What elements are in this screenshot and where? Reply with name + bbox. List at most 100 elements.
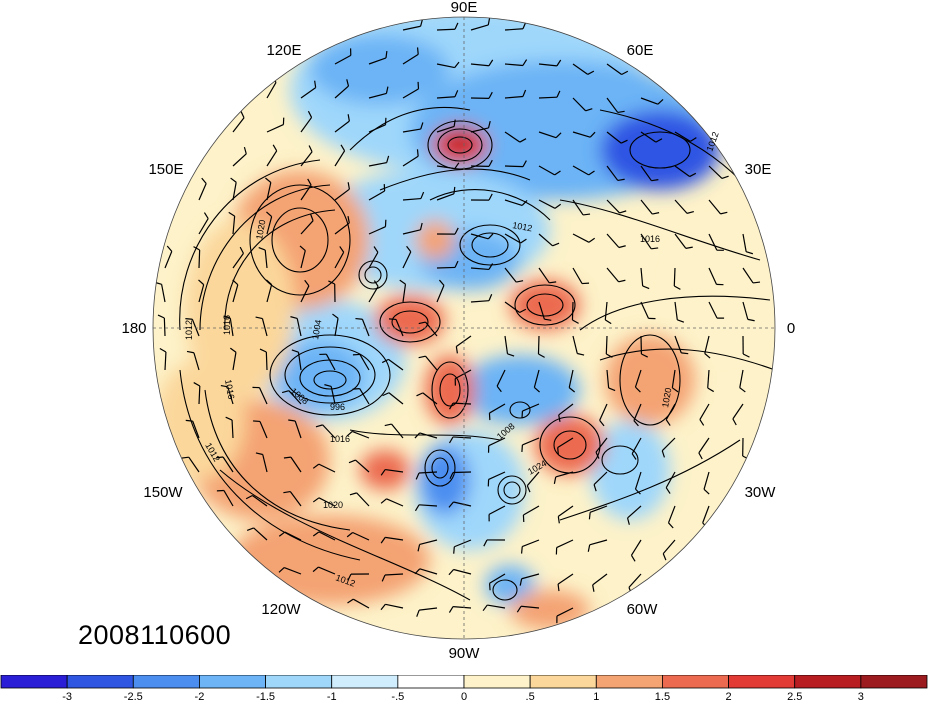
map-boundary bbox=[152, 16, 776, 640]
wind-barb-flag bbox=[588, 237, 596, 243]
wind-barb-flag bbox=[671, 387, 679, 393]
wind-barb bbox=[289, 491, 302, 507]
wind-barb-flag bbox=[265, 177, 272, 183]
contour-label: 1016 bbox=[330, 434, 350, 444]
colorbar-box bbox=[132, 675, 200, 689]
wind-barb-flag bbox=[641, 353, 648, 358]
wind-barb bbox=[742, 267, 754, 284]
wind-barb bbox=[708, 267, 718, 285]
wind-barb-flag bbox=[487, 17, 491, 26]
wind-barb-flag bbox=[631, 453, 637, 460]
wind-barb-flag bbox=[414, 432, 421, 439]
wind-barb bbox=[555, 471, 574, 478]
wind-barb bbox=[557, 505, 574, 517]
contour-label: 1016 bbox=[640, 234, 660, 244]
wind-barb-flag bbox=[420, 122, 424, 130]
wind-barb bbox=[707, 369, 710, 388]
lon-label-30e: 30E bbox=[745, 161, 772, 178]
wind-barb-flag bbox=[348, 459, 356, 464]
wind-barb-flag bbox=[386, 155, 390, 163]
wind-barb-flag bbox=[487, 233, 494, 240]
wind-barb bbox=[558, 403, 574, 416]
wind-barb bbox=[674, 165, 690, 178]
wind-barb-flag bbox=[418, 355, 426, 359]
anomaly-shading bbox=[153, 17, 775, 639]
wind-barb bbox=[533, 369, 540, 388]
wind-barb-flag bbox=[272, 144, 278, 152]
wind-barb bbox=[419, 568, 438, 575]
wind-barb bbox=[556, 607, 574, 617]
wind-barb-flag bbox=[617, 178, 625, 182]
wind-barb bbox=[538, 96, 558, 99]
wind-barb-flag bbox=[388, 318, 397, 321]
wind-barb bbox=[259, 421, 268, 439]
lon-label-120w: 120W bbox=[261, 601, 301, 618]
wind-barb-flag bbox=[488, 263, 494, 270]
wind-barb-flag bbox=[399, 279, 406, 285]
wind-barb-flag bbox=[557, 447, 559, 455]
wind-barb bbox=[193, 352, 200, 371]
wind-barb-flag bbox=[599, 420, 605, 427]
wind-barb-flag bbox=[454, 227, 459, 235]
wind-barb bbox=[368, 226, 386, 235]
wind-barb-flag bbox=[662, 553, 667, 561]
wind-barb-flag bbox=[454, 90, 459, 98]
colorbar-label: 0 bbox=[461, 691, 467, 702]
wind-barb-flag bbox=[324, 384, 332, 387]
wind-barb-flag bbox=[346, 430, 353, 437]
wind-barb-flag bbox=[592, 584, 595, 592]
wind-barb bbox=[698, 437, 710, 454]
wind-barb-flag bbox=[419, 222, 423, 230]
wind-barb bbox=[384, 573, 404, 576]
colorbar-label: 2.5 bbox=[787, 691, 802, 702]
wind-barb-flag bbox=[255, 452, 263, 456]
wind-barb-flag bbox=[304, 279, 310, 287]
wind-barb bbox=[661, 437, 676, 452]
wind-barb bbox=[334, 120, 350, 133]
wind-barb-flag bbox=[239, 246, 244, 254]
colorbar-label: 2 bbox=[726, 691, 732, 702]
wind-barb-flag bbox=[689, 172, 697, 178]
wind-barb bbox=[232, 153, 247, 167]
wind-barb bbox=[232, 117, 245, 133]
wind-barb bbox=[703, 471, 710, 490]
wind-barb-flag bbox=[633, 420, 639, 427]
wind-barb-flag bbox=[538, 353, 545, 358]
wind-barb-flag bbox=[449, 472, 454, 480]
wind-barb bbox=[640, 233, 652, 250]
wind-barb bbox=[359, 354, 370, 371]
wind-barb-flag bbox=[604, 319, 612, 325]
wind-barb bbox=[436, 165, 455, 170]
wind-barb bbox=[334, 222, 350, 235]
wind-barb bbox=[334, 251, 345, 269]
contour-label: 1016 bbox=[223, 379, 236, 400]
wind-barb-flag bbox=[380, 469, 386, 476]
wind-barb bbox=[604, 301, 608, 320]
colorbar-label: -2 bbox=[195, 691, 205, 702]
wind-barb bbox=[538, 63, 557, 67]
wind-barb-flag bbox=[288, 419, 296, 422]
wind-barb-flag bbox=[414, 568, 421, 575]
wind-barb-flag bbox=[742, 353, 750, 358]
wind-barb-flag bbox=[482, 604, 488, 612]
wind-barb bbox=[489, 573, 506, 584]
wind-barb bbox=[572, 131, 591, 138]
wind-barb bbox=[667, 505, 676, 524]
wind-barb-flag bbox=[416, 149, 419, 157]
colorbar-box bbox=[463, 675, 531, 689]
wind-barb-flag bbox=[418, 321, 426, 325]
wind-barb bbox=[419, 432, 438, 439]
wind-barb bbox=[504, 199, 523, 207]
lon-label-180: 180 bbox=[121, 320, 146, 337]
wind-barb bbox=[708, 233, 718, 251]
lon-label-60w: 60W bbox=[627, 601, 659, 618]
wind-barb bbox=[300, 285, 310, 303]
colorbar-label: 1 bbox=[593, 691, 599, 702]
wind-barb bbox=[673, 267, 676, 287]
longitude-labels: 90E 120E 60E 150E 30E 180 0 150W 30W 120… bbox=[121, 0, 795, 662]
wind-barb bbox=[356, 492, 370, 507]
wind-barb-flag bbox=[166, 245, 173, 252]
wind-barb-flag bbox=[608, 387, 616, 392]
wind-barb bbox=[453, 606, 472, 609]
wind-barb-flag bbox=[554, 203, 562, 209]
